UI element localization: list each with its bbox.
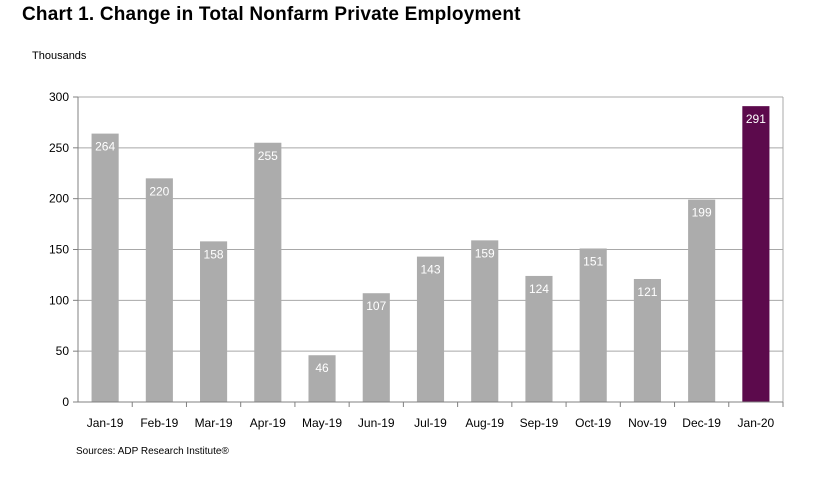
data-labels: 264 220 158 255 46 107 143 159 124 151 121 199 291	[95, 112, 766, 375]
data-label: 220	[149, 184, 169, 198]
x-tick-label: Oct-19	[575, 416, 611, 430]
x-tick-label: Aug-19	[465, 416, 504, 430]
y-tick-label: 50	[56, 344, 70, 358]
x-tick-label: Jan-19	[87, 416, 124, 430]
x-tick-label: May-19	[302, 416, 342, 430]
bar-jan-20	[742, 106, 770, 403]
y-tick-label: 250	[49, 141, 69, 155]
x-tick-label: Sep-19	[520, 416, 559, 430]
bar-nov-19	[633, 278, 661, 402]
data-label: 291	[746, 112, 766, 126]
y-axis-unit-label: Thousands	[32, 50, 87, 62]
bar-mar-19	[200, 241, 228, 402]
x-tick-label: Dec-19	[682, 416, 721, 430]
data-label: 121	[637, 285, 657, 299]
gridlines	[78, 96, 784, 402]
x-tick-label: Mar-19	[195, 416, 233, 430]
data-label: 151	[583, 254, 603, 268]
data-label: 143	[420, 263, 440, 277]
y-tick-labels: 0 50 100 150 200 250 300	[49, 90, 69, 409]
data-label: 46	[315, 361, 329, 375]
bar-jun-19	[362, 293, 390, 402]
data-label: 158	[204, 247, 224, 261]
data-label: 255	[258, 149, 278, 163]
x-tick-label: Feb-19	[140, 416, 178, 430]
bar-jul-19	[416, 256, 445, 402]
data-label: 107	[366, 299, 386, 313]
bar-series	[91, 106, 770, 403]
y-tick-label: 100	[49, 293, 69, 307]
bar-sep-19	[525, 275, 553, 402]
x-tick-label: Jun-19	[358, 416, 395, 430]
data-label: 124	[529, 282, 549, 296]
bar-may-19	[308, 355, 336, 402]
bar-oct-19	[579, 248, 607, 402]
data-label: 159	[475, 246, 495, 260]
y-tick-label: 150	[49, 243, 69, 257]
bar-dec-19	[688, 199, 716, 402]
bar-apr-19	[254, 142, 282, 402]
data-label: 264	[95, 140, 115, 154]
bar-aug-19	[471, 240, 499, 402]
y-tick-label: 300	[49, 90, 69, 104]
y-tick-label: 0	[62, 395, 69, 409]
x-tick-label: Apr-19	[250, 416, 286, 430]
bar-jan-19	[91, 133, 119, 402]
chart-title: Chart 1. Change in Total Nonfarm Private…	[22, 4, 521, 25]
data-label: 199	[692, 206, 712, 220]
x-tick-label: Nov-19	[628, 416, 667, 430]
bar-feb-19	[145, 178, 173, 402]
axes	[73, 96, 784, 407]
y-tick-label: 200	[49, 192, 69, 206]
x-tick-labels: Jan-19 Feb-19 Mar-19 Apr-19 May-19 Jun-19 Jul-…	[87, 416, 775, 430]
x-tick-label: Jul-19	[414, 416, 447, 430]
source-note: Sources: ADP Research Institute®	[76, 446, 229, 457]
x-tick-label: Jan-20	[738, 416, 775, 430]
